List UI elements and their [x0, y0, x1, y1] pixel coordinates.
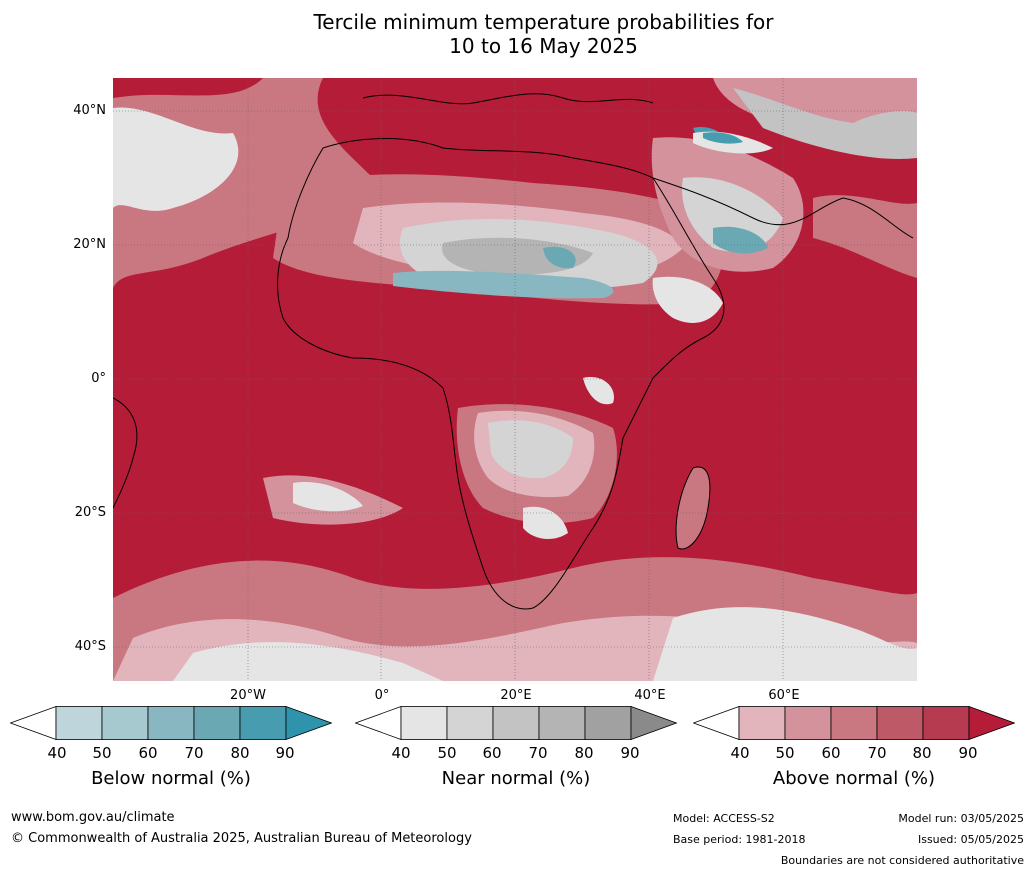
footer-base-period: Base period: 1981-2018: [673, 833, 806, 846]
madagascar-coastline: [675, 466, 711, 550]
lon-label-20w: 20°W: [230, 688, 266, 703]
colorbar-near-label: Near normal (%): [441, 768, 591, 789]
footer-disclaimer: Boundaries are not considered authoritat…: [780, 854, 1024, 867]
lon-label-60e: 60°E: [768, 688, 800, 703]
tick: 70: [528, 744, 548, 762]
tick: 80: [230, 744, 250, 762]
lon-label-0: 0°: [374, 688, 390, 703]
tick: 90: [620, 744, 640, 762]
colorbar-segment: [193, 706, 241, 740]
tick: 80: [574, 744, 594, 762]
tick: 70: [867, 744, 887, 762]
tick: 50: [437, 744, 457, 762]
arabia-coastline: [652, 177, 914, 239]
colorbar-under-arrow: [693, 706, 740, 740]
arabia-grey: [682, 177, 783, 252]
tick: 50: [775, 744, 795, 762]
sahel-blue-spot: [543, 246, 576, 269]
colorbar-segment: [830, 706, 878, 740]
lat-label-20s: 20°S: [74, 505, 106, 520]
tick: 50: [92, 744, 112, 762]
tick: 40: [730, 744, 750, 762]
sahel-blue: [393, 270, 614, 299]
footer-model-run: Model run: 03/05/2025: [898, 812, 1024, 825]
kalahari-grey: [523, 506, 568, 540]
tick: 60: [482, 744, 502, 762]
map-canvas: [113, 78, 917, 681]
tick: 70: [184, 744, 204, 762]
map-title: Tercile minimum temperature probabilitie…: [0, 10, 1035, 58]
footer-copyright: © Commonwealth of Australia 2025, Austra…: [11, 831, 472, 846]
colorbar-segment: [784, 706, 832, 740]
colorbar-below-normal: [10, 706, 332, 740]
colorbar-over-arrow: [630, 706, 677, 740]
lat-label-0: 0°: [91, 371, 106, 386]
iran-blue: [703, 132, 743, 144]
lon-label-40e: 40°E: [634, 688, 666, 703]
colorbar-above-normal: [693, 706, 1015, 740]
colorbar-over-arrow: [968, 706, 1015, 740]
colorbar-segment: [538, 706, 586, 740]
colorbar-segment: [738, 706, 786, 740]
lat-label-20n: 20°N: [73, 237, 106, 252]
colorbar-below-label: Below normal (%): [91, 768, 251, 789]
madagascar: [676, 467, 710, 549]
tick: 90: [958, 744, 978, 762]
title-line-1: Tercile minimum temperature probabilitie…: [313, 10, 774, 34]
colorbar-above-label: Above normal (%): [772, 768, 936, 789]
central-asia-grey: [733, 88, 917, 159]
title-line-2: 10 to 16 May 2025: [449, 34, 638, 58]
colorbar-segment: [101, 706, 149, 740]
arabia-blue: [713, 226, 768, 254]
colorbar-segment: [584, 706, 632, 740]
lake-victoria-grey: [583, 377, 614, 405]
mediterranean-north-coast: [362, 93, 654, 105]
colorbar-under-arrow: [10, 706, 57, 740]
southern-africa-grey: [488, 420, 573, 479]
tick: 40: [391, 744, 411, 762]
probability-map: [113, 78, 917, 681]
footer-url: www.bom.gov.au/climate: [11, 810, 175, 825]
tick: 60: [821, 744, 841, 762]
tick: 60: [138, 744, 158, 762]
colorbar-segment: [400, 706, 448, 740]
lon-label-20e: 20°E: [500, 688, 532, 703]
tick: 40: [47, 744, 67, 762]
south-america-coastline: [113, 397, 138, 509]
footer-model: Model: ACCESS-S2: [673, 812, 775, 825]
colorbar-segment: [239, 706, 287, 740]
atlantic-grey-patch: [113, 107, 239, 211]
tick: 90: [275, 744, 295, 762]
colorbar-under-arrow: [355, 706, 402, 740]
colorbar-segment: [446, 706, 494, 740]
southern-grey-2: [653, 607, 917, 681]
tick: 80: [912, 744, 932, 762]
southern-grey-1: [173, 642, 443, 681]
lat-label-40n: 40°N: [73, 103, 106, 118]
lat-label-40s: 40°S: [74, 639, 106, 654]
colorbar-segment: [922, 706, 970, 740]
colorbar-segment: [876, 706, 924, 740]
footer-issued: Issued: 05/05/2025: [917, 833, 1024, 846]
india-patch: [813, 195, 917, 278]
colorbar-segment: [55, 706, 103, 740]
colorbar-over-arrow: [285, 706, 332, 740]
africa-coastline: [277, 138, 725, 610]
colorbar-segment: [147, 706, 195, 740]
gridlines: [113, 78, 917, 681]
colorbar-segment: [492, 706, 540, 740]
coastlines: [113, 93, 914, 610]
horn-grey: [652, 276, 723, 323]
colorbar-near-normal: [355, 706, 677, 740]
south-atlantic-grey: [293, 482, 363, 512]
